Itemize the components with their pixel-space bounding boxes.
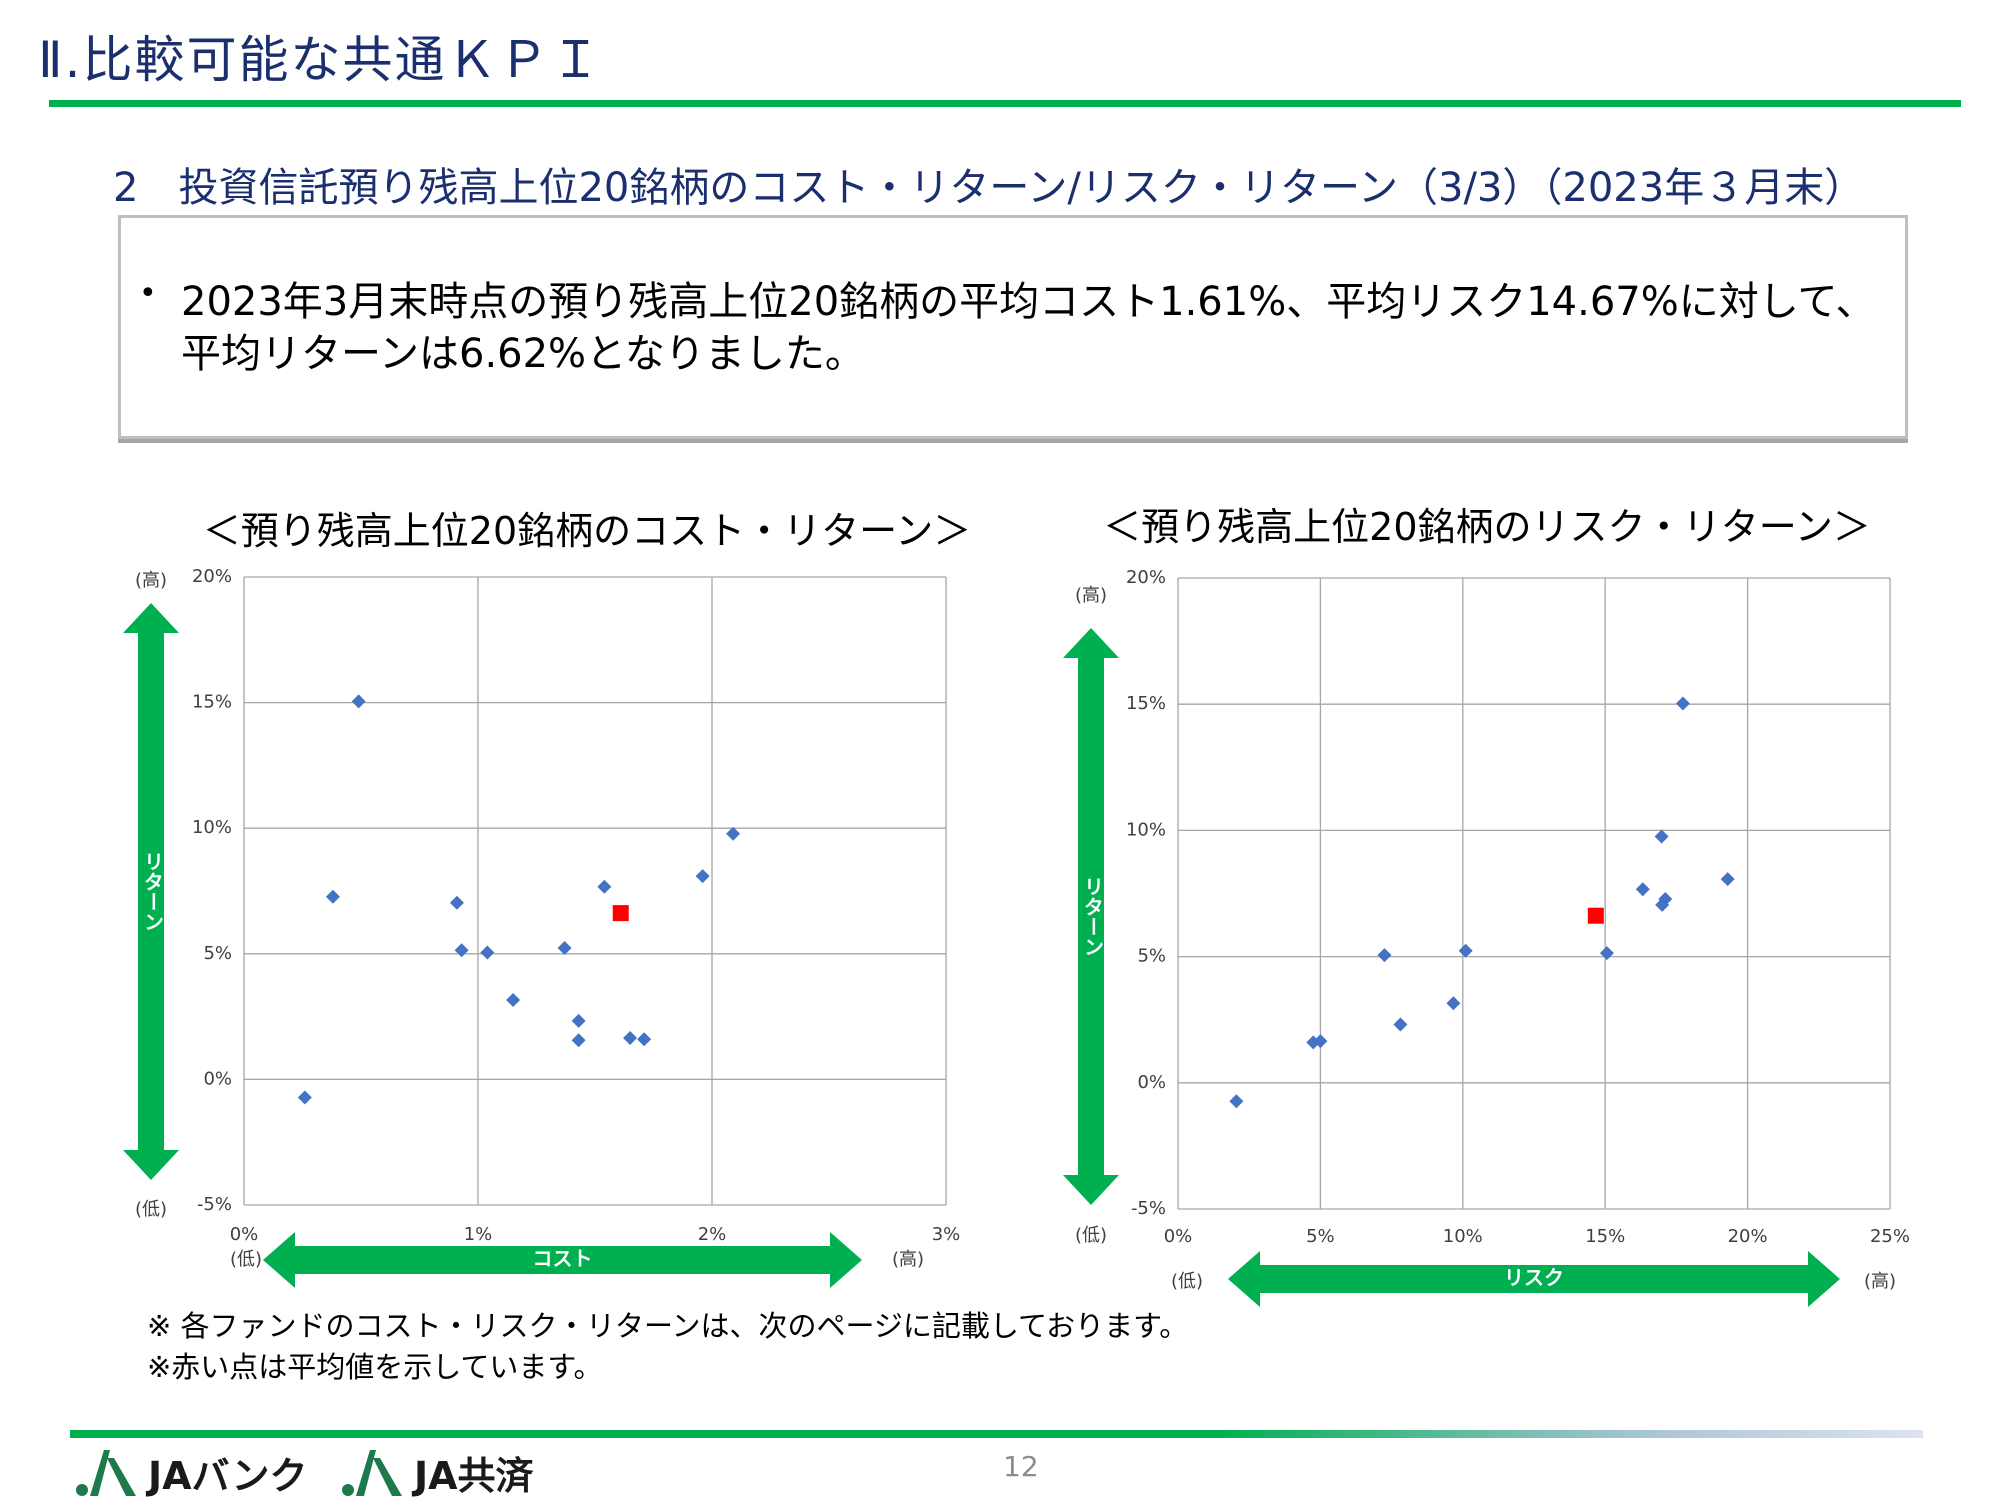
fund-point <box>1458 943 1473 958</box>
fund-point <box>1446 996 1461 1011</box>
y-tick-label: 5% <box>1137 946 1166 967</box>
y-tick-label: 10% <box>1126 819 1166 840</box>
ja-mark-icon <box>76 1450 136 1496</box>
footnote-fund-details: ※ 各ファンドのコスト・リスク・リターンは、次のページに記載しております。 <box>147 1309 1189 1343</box>
fund-point <box>1229 1094 1244 1109</box>
x-tick-label: 10% <box>1443 1226 1483 1247</box>
y-high-label: (高) <box>1075 585 1107 606</box>
fund-point <box>557 941 572 956</box>
average-point <box>612 905 629 922</box>
page-title: Ⅱ.比較可能な共通ＫＰＩ <box>38 31 603 89</box>
risk-return-chart-title: ＜預り残高上位20銘柄のリスク・リターン＞ <box>1103 505 1871 549</box>
x-high-label: (高) <box>892 1249 924 1270</box>
fund-point <box>637 1032 652 1047</box>
x-tick-label: 5% <box>1306 1226 1335 1247</box>
fund-point <box>1599 946 1614 961</box>
footnote-red-point: ※赤い点は平均値を示しています。 <box>147 1350 603 1384</box>
footer-divider <box>70 1430 1923 1438</box>
x-high-label: (高) <box>1864 1271 1896 1292</box>
fund-point <box>695 869 710 884</box>
ja-kyosai-logo: JA共済 <box>340 1448 534 1498</box>
fund-point <box>1377 948 1392 963</box>
x-tick-label: 1% <box>464 1224 493 1245</box>
y-tick-label: 10% <box>192 817 232 838</box>
ja-bank-logo-text: JAバンク <box>148 1454 308 1498</box>
y-tick-label: 0% <box>203 1068 232 1089</box>
x-low-label: (低) <box>230 1249 262 1270</box>
summary-text: 2023年3月末時点の預り残高上位20銘柄の平均コスト1.61%、平均リスク14… <box>181 279 1876 377</box>
x-tick-label: 15% <box>1585 1226 1625 1247</box>
y-axis-label: リターン <box>141 852 165 932</box>
fund-point <box>726 826 741 841</box>
y-low-label: (低) <box>1075 1225 1107 1246</box>
x-tick-label: 2% <box>698 1224 727 1245</box>
y-tick-label: 5% <box>203 943 232 964</box>
fund-point <box>571 1013 586 1028</box>
y-tick-label: -5% <box>197 1194 232 1215</box>
fund-point <box>325 889 340 904</box>
fund-point <box>454 943 469 958</box>
x-axis-arrow <box>1228 1251 1840 1307</box>
average-point <box>1587 907 1604 924</box>
fund-point <box>1635 882 1650 897</box>
fund-point <box>1720 872 1735 887</box>
y-axis-arrow <box>123 603 179 1180</box>
x-tick-label: 0% <box>1164 1226 1193 1247</box>
y-axis-arrow <box>1063 628 1119 1205</box>
y-tick-label: 20% <box>192 566 232 587</box>
fund-point <box>597 879 612 894</box>
x-low-label: (低) <box>1171 1271 1203 1292</box>
fund-point <box>1675 696 1690 711</box>
x-tick-label: 20% <box>1728 1226 1768 1247</box>
y-high-label: (高) <box>135 570 167 591</box>
fund-point <box>480 945 495 960</box>
y-tick-label: 15% <box>1126 693 1166 714</box>
x-tick-label: 0% <box>230 1224 259 1245</box>
ja-bank-logo: JAバンク <box>74 1448 307 1498</box>
bullet-icon: • <box>139 276 157 311</box>
y-axis-label: リターン <box>1081 877 1105 957</box>
fund-point <box>1313 1034 1328 1049</box>
y-tick-label: 20% <box>1126 567 1166 588</box>
x-axis-label: コスト <box>533 1247 593 1271</box>
ja-mark-icon <box>342 1450 402 1496</box>
title-divider <box>49 100 1961 107</box>
x-tick-label: 3% <box>932 1224 961 1245</box>
y-tick-label: -5% <box>1131 1198 1166 1219</box>
fund-point <box>1393 1017 1408 1032</box>
summary-box: • 2023年3月末時点の預り残高上位20銘柄の平均コスト1.61%、平均リスク… <box>118 215 1908 439</box>
fund-point <box>571 1033 586 1048</box>
cost-return-chart-title: ＜預り残高上位20銘柄のコスト・リターン＞ <box>202 509 972 553</box>
fund-point <box>1654 829 1669 844</box>
y-tick-label: 0% <box>1137 1072 1166 1093</box>
risk-return-plot: 0% 5% 10% 15% 20% 25% -5% 0% 5% 10% 15% 20% リターン (高) (… <box>1063 567 1910 1307</box>
fund-point <box>1655 897 1670 912</box>
x-axis-label: リスク <box>1504 1266 1564 1290</box>
fund-point <box>623 1030 638 1045</box>
fund-point <box>449 895 464 910</box>
fund-point <box>297 1090 312 1105</box>
section-subtitle: 2 投資信託預り残高上位20銘柄のコスト・リターン/リスク・リターン（3/3）（… <box>113 165 1865 211</box>
y-low-label: (低) <box>135 1199 167 1220</box>
fund-point <box>506 993 521 1008</box>
cost-return-plot: 0% 1% 2% 3% -5% 0% 5% 10% 15% 20% リターン (高) (低) コスト (低)… <box>123 566 960 1288</box>
x-axis-arrow <box>263 1232 862 1288</box>
page-number: 12 <box>1003 1450 1039 1483</box>
ja-kyosai-logo-text: JA共済 <box>414 1454 534 1498</box>
x-tick-label: 25% <box>1870 1226 1910 1247</box>
fund-point <box>351 694 366 709</box>
y-tick-label: 15% <box>192 692 232 713</box>
